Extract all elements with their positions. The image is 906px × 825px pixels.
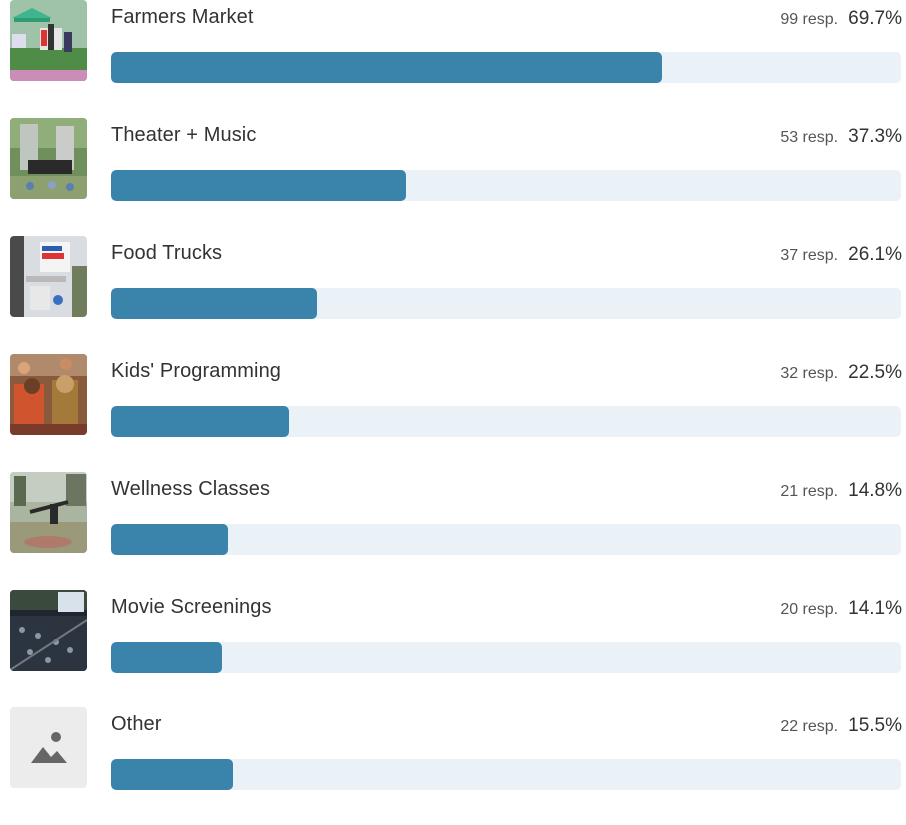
theater-music-photo-icon <box>10 118 87 199</box>
response-percent: 69.7% <box>848 8 902 29</box>
result-label: Kids' Programming <box>111 360 282 382</box>
result-bar-track <box>111 52 901 83</box>
response-count: 20 resp. <box>780 601 839 618</box>
result-stats: 21 resp. 14.8% <box>780 480 902 502</box>
result-stats: 99 resp. 69.7% <box>780 8 902 30</box>
wellness-classes-photo-icon <box>10 472 87 553</box>
result-stats: 22 resp. 15.5% <box>780 715 902 737</box>
result-stats: 20 resp. 14.1% <box>780 598 902 620</box>
result-stats: 37 resp. 26.1% <box>780 244 902 266</box>
result-bar-track <box>111 406 901 437</box>
food-trucks-photo-icon <box>10 236 87 317</box>
movie-screenings-photo-icon <box>10 590 87 671</box>
result-bar-fill <box>111 288 318 319</box>
result-label: Other <box>111 713 162 735</box>
kids-programming-photo-icon <box>10 354 87 435</box>
result-bar-track <box>111 170 901 201</box>
result-bar-fill <box>111 170 406 201</box>
response-count: 99 resp. <box>780 11 839 28</box>
response-percent: 37.3% <box>848 126 902 147</box>
result-stats: 53 resp. 37.3% <box>780 126 902 148</box>
response-percent: 14.1% <box>848 598 902 619</box>
result-label: Farmers Market <box>111 6 254 28</box>
result-label: Wellness Classes <box>111 478 271 500</box>
response-percent: 14.8% <box>848 480 902 501</box>
result-item-farmers-market: Farmers Market 99 resp. 69.7% <box>0 0 906 118</box>
result-bar-track <box>111 524 901 555</box>
result-bar-fill <box>111 406 289 437</box>
response-percent: 26.1% <box>848 244 902 265</box>
result-item-kids-programming: Kids' Programming 32 resp. 22.5% <box>0 354 906 472</box>
result-bar-fill <box>111 52 662 83</box>
result-label: Theater + Music <box>111 124 257 146</box>
response-count: 21 resp. <box>780 483 839 500</box>
result-stats: 32 resp. 22.5% <box>780 362 902 384</box>
farmers-market-photo-icon <box>10 0 87 81</box>
result-label: Food Trucks <box>111 242 223 264</box>
result-bar-track <box>111 759 901 790</box>
result-item-other: Other 22 resp. 15.5% <box>0 707 906 825</box>
response-count: 22 resp. <box>780 718 839 735</box>
response-count: 37 resp. <box>780 247 839 264</box>
response-count: 53 resp. <box>780 129 839 146</box>
result-bar-track <box>111 288 901 319</box>
result-bar-track <box>111 642 901 673</box>
result-item-food-trucks: Food Trucks 37 resp. 26.1% <box>0 236 906 354</box>
result-bar-fill <box>111 524 228 555</box>
result-item-movie-screenings: Movie Screenings 20 resp. 14.1% <box>0 590 906 708</box>
response-percent: 22.5% <box>848 362 902 383</box>
response-count: 32 resp. <box>780 365 839 382</box>
result-bar-fill <box>111 642 223 673</box>
result-item-wellness-classes: Wellness Classes 21 resp. 14.8% <box>0 472 906 590</box>
response-percent: 15.5% <box>848 715 902 736</box>
result-item-theater-music: Theater + Music 53 resp. 37.3% <box>0 118 906 236</box>
result-label: Movie Screenings <box>111 596 272 618</box>
image-placeholder-icon <box>10 707 87 788</box>
result-bar-fill <box>111 759 234 790</box>
